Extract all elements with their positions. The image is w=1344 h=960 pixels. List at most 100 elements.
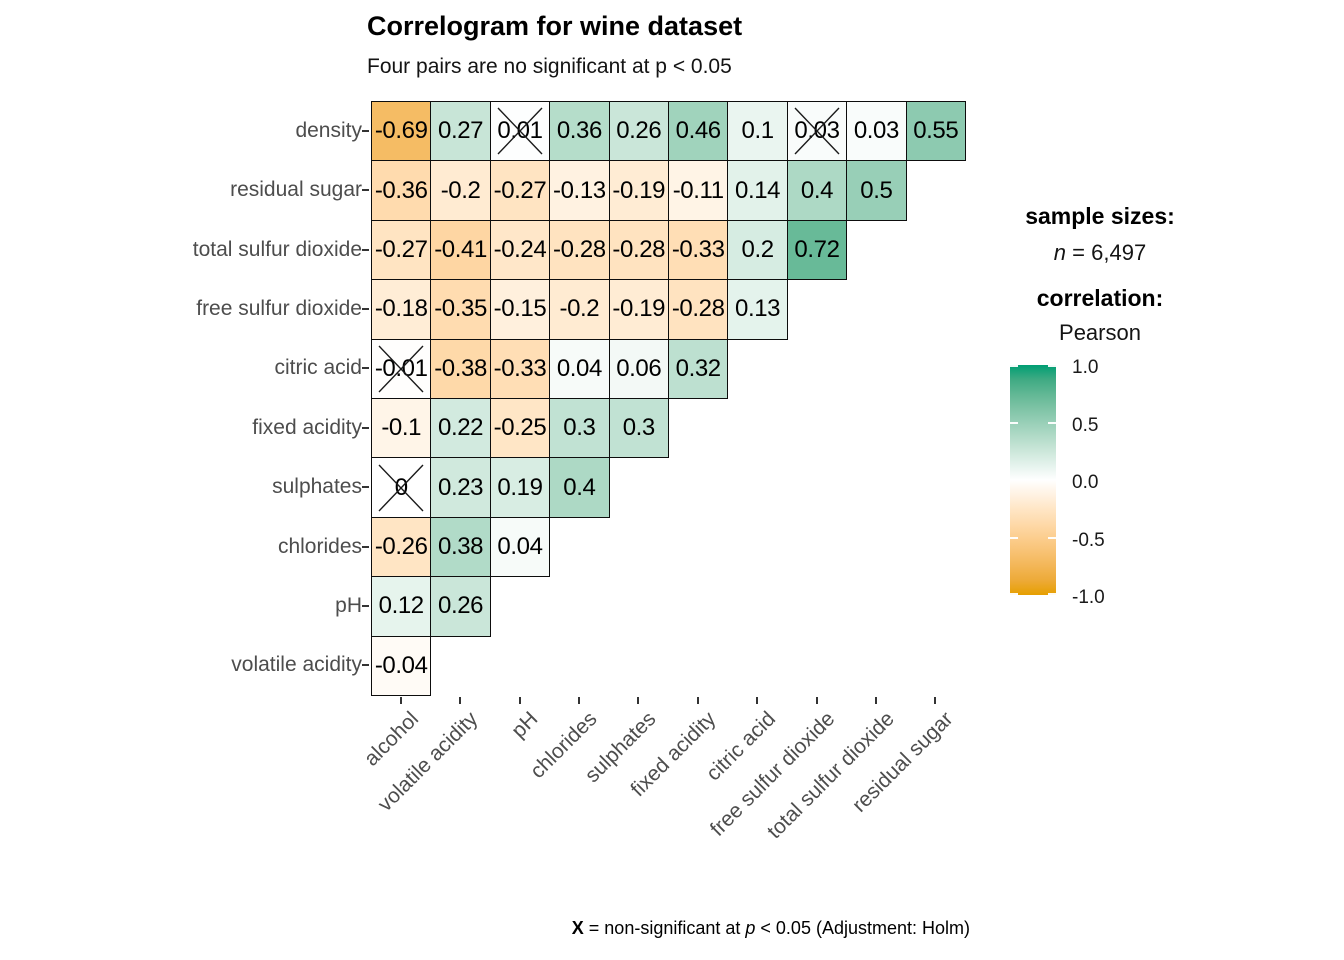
correlation-cell: 0.72 — [786, 219, 848, 281]
colorbar — [1010, 365, 1056, 595]
cell-value: 0.19 — [497, 473, 543, 501]
cell-value: 0.04 — [556, 354, 603, 382]
correlation-cell: -0.33 — [489, 338, 551, 399]
cell-value: -0.33 — [493, 354, 547, 382]
cell-value: 0.27 — [438, 117, 484, 145]
y-axis-tick — [362, 426, 369, 429]
cell-value: 0.26 — [438, 592, 484, 620]
y-axis-label: free sulfur dioxide — [196, 296, 362, 320]
correlation-cell: -0.25 — [489, 398, 551, 459]
x-axis-tick — [399, 697, 402, 704]
cell-value: 0.14 — [735, 176, 781, 204]
x-axis-tick — [459, 697, 462, 704]
legend-sample-sizes-title: sample sizes: — [1025, 203, 1175, 229]
cell-value: -0.04 — [374, 651, 428, 679]
cell-value: -0.27 — [493, 176, 547, 204]
colorbar-tick-label: -1.0 — [1072, 587, 1105, 608]
caption-p-symbol: p — [745, 918, 756, 938]
chart-subtitle: Four pairs are no significant at p < 0.0… — [367, 55, 732, 78]
correlation-cell: -0.35 — [430, 279, 491, 340]
cell-value: 0.23 — [438, 473, 484, 501]
cell-value: 0.46 — [675, 117, 722, 145]
correlation-cell: 0.5 — [846, 160, 907, 221]
cell-value: -0.26 — [374, 532, 428, 560]
correlation-cell: -0.28 — [668, 279, 729, 340]
y-axis-label: density — [295, 118, 362, 142]
caption: X = non-significant at p < 0.05 (Adjustm… — [571, 918, 970, 938]
colorbar-tick-mark — [1048, 593, 1056, 595]
y-axis-tick — [362, 664, 369, 667]
colorbar-tick-mark — [1048, 365, 1056, 367]
correlation-cell: 0.3 — [549, 398, 610, 459]
cell-value: -0.19 — [612, 176, 666, 204]
y-axis-tick — [362, 248, 369, 251]
cell-value: 0.03 — [853, 117, 900, 145]
x-axis-label: pH — [506, 707, 543, 743]
correlation-cell: 0.12 — [371, 576, 432, 637]
cell-value: 0.4 — [563, 473, 596, 501]
cell-value: 0.36 — [556, 117, 603, 145]
cell-value: -0.1 — [381, 414, 422, 442]
correlation-cell: -0.15 — [489, 279, 551, 340]
correlation-cell: 0.06 — [608, 338, 669, 399]
x-axis-tick — [934, 697, 937, 704]
correlation-cell: 0.26 — [608, 101, 669, 162]
cell-value: 0.3 — [622, 414, 656, 442]
cell-value: -0.28 — [612, 235, 666, 263]
correlation-cell: -0.13 — [549, 160, 610, 221]
cell-value: 0 — [394, 473, 408, 501]
cell-value: 0.12 — [378, 592, 425, 620]
correlation-cell: -0.24 — [489, 219, 551, 281]
colorbar-tick-label: 0.0 — [1072, 472, 1099, 493]
cell-value: 0.72 — [794, 235, 840, 263]
cell-value: 0.32 — [675, 354, 722, 382]
cell-value: 0.13 — [735, 295, 781, 323]
correlation-cell: 0.23 — [430, 457, 491, 518]
x-axis-tick — [577, 697, 580, 704]
correlation-cell: -0.38 — [430, 338, 491, 399]
legend-sample-size-value: n = 6,497 — [1053, 240, 1147, 265]
correlation-cell: 0.4 — [549, 457, 610, 518]
y-axis-tick — [362, 486, 369, 489]
cell-value: -0.13 — [553, 176, 606, 204]
y-axis-tick — [362, 604, 369, 607]
correlation-cell: 0.03 — [786, 101, 848, 162]
cell-value: 0.06 — [616, 354, 662, 382]
correlation-cell: 0.46 — [668, 101, 729, 162]
caption-x-symbol: X — [571, 918, 584, 938]
correlation-cell: 0.04 — [549, 338, 610, 399]
correlation-cell: -0.27 — [489, 160, 551, 221]
correlation-cell: 0.22 — [430, 398, 491, 459]
correlation-cell: 0 — [371, 457, 432, 518]
cell-value: 0.22 — [438, 414, 484, 442]
x-axis-tick — [637, 697, 640, 704]
cell-value: -0.2 — [559, 295, 600, 323]
y-axis-label: pH — [335, 593, 362, 617]
cell-value: -0.18 — [374, 295, 428, 323]
x-axis-tick — [815, 697, 818, 704]
cell-value: -0.2 — [440, 176, 481, 204]
cell-value: 0.5 — [860, 176, 893, 204]
legend-correlation-title: correlation: — [1036, 285, 1164, 311]
correlation-cell: -0.36 — [371, 160, 432, 221]
cell-value: 0.38 — [438, 532, 484, 560]
correlation-cell: 0.32 — [668, 338, 729, 399]
cell-value: -0.38 — [434, 354, 487, 382]
colorbar-tick-label: -0.5 — [1072, 529, 1105, 551]
colorbar-tick-label: 0.5 — [1072, 414, 1099, 436]
cell-value: 0.04 — [497, 532, 543, 560]
y-axis-label: fixed acidity — [252, 415, 362, 439]
correlation-cell: 0.26 — [430, 576, 491, 637]
cell-value: -0.41 — [434, 235, 487, 263]
correlation-cell: -0.27 — [371, 219, 432, 281]
cell-value: -0.28 — [553, 235, 606, 263]
correlation-cell: -0.2 — [549, 279, 610, 340]
correlation-cell: -0.18 — [371, 279, 432, 340]
cell-value: -0.25 — [493, 414, 547, 442]
correlation-cell: -0.11 — [668, 160, 729, 221]
correlation-cell: -0.33 — [668, 219, 729, 281]
y-axis-tick — [362, 129, 369, 132]
correlation-cell: 0.19 — [489, 457, 551, 518]
y-axis-tick — [362, 545, 369, 548]
